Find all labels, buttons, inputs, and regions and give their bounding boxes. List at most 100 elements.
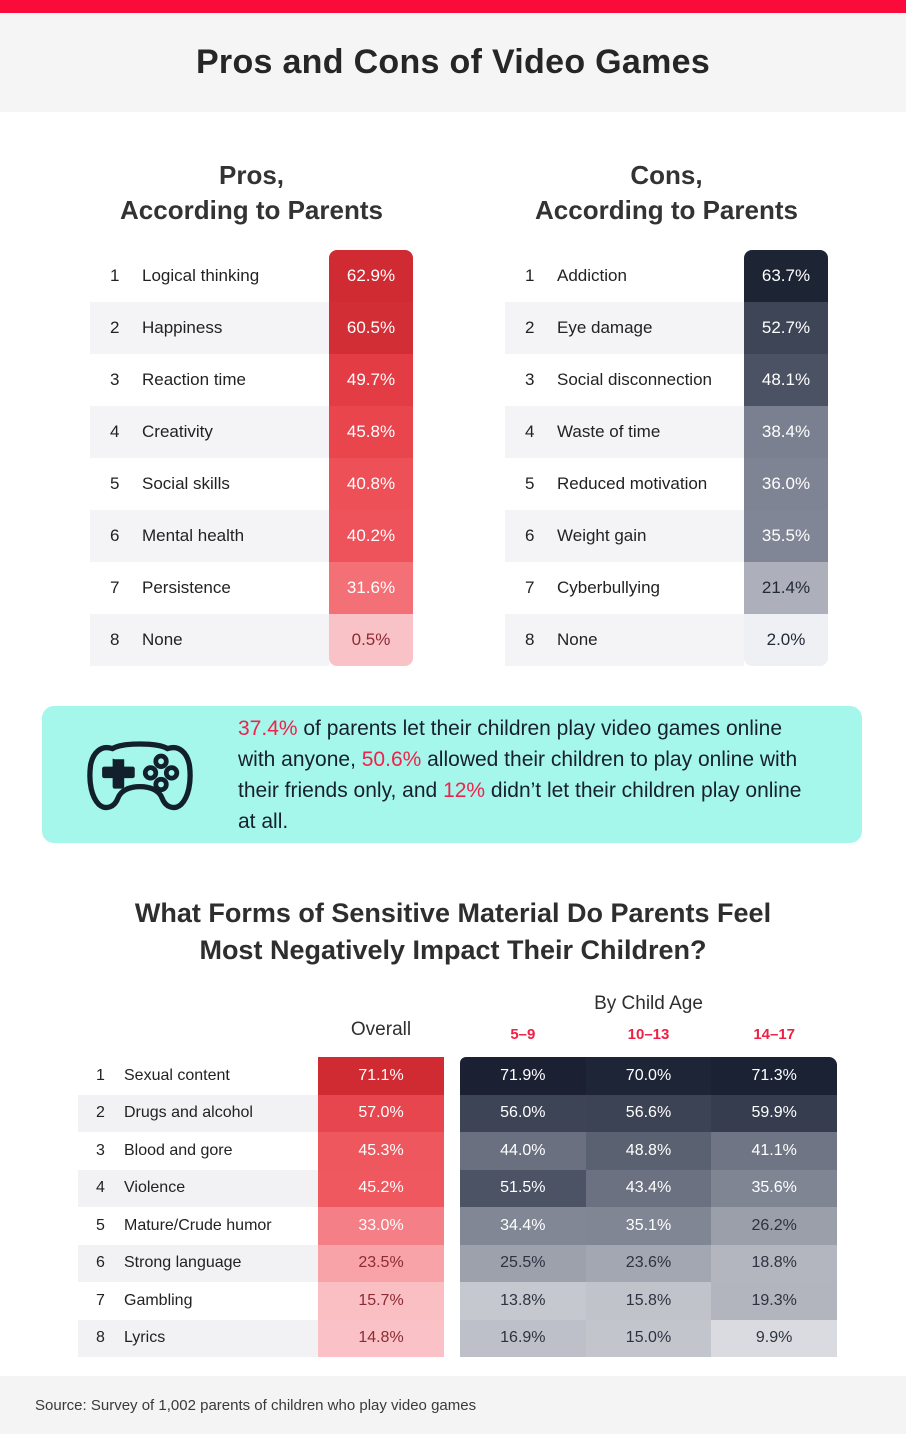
pros-table-title: Pros, According to Parents: [90, 158, 413, 228]
row-value: 63.7%: [744, 250, 828, 302]
row-value: 60.5%: [329, 302, 413, 354]
row-value: 2.0%: [744, 614, 828, 666]
row-label: Waste of time: [557, 422, 661, 441]
column-gap: [444, 1244, 460, 1282]
row-label-area: 7 Persistence: [90, 562, 329, 614]
row-label-area: 1 Logical thinking: [90, 250, 329, 302]
callout-text-segment: of parents let their children play video…: [238, 716, 782, 771]
table-row: 1 Sexual content 71.1% 71.9% 70.0% 71.3%: [78, 1057, 837, 1095]
row-label: Cyberbullying: [557, 578, 660, 597]
row-label-area: 5 Reduced motivation: [505, 458, 744, 510]
pros-table: Pros, According to Parents 1 Logical thin…: [90, 158, 413, 666]
highlighted-percentage: 12%: [443, 778, 486, 802]
row-label-area: 6 Mental health: [90, 510, 329, 562]
age-value-cell: 19.3%: [711, 1282, 837, 1320]
row-label: Social skills: [142, 474, 230, 493]
cons-table-title: Cons, According to Parents: [505, 158, 828, 228]
source-note: Source: Survey of 1,002 parents of child…: [35, 1396, 477, 1414]
callout-text-segment: didn’t let their children play online at…: [238, 778, 802, 833]
table-row: 1 Logical thinking 62.9%: [90, 250, 413, 302]
row-value: 21.4%: [744, 562, 828, 614]
age-value-cell: 56.0%: [460, 1094, 586, 1132]
overall-value-cell: 33.0%: [318, 1207, 444, 1245]
online-play-callout: 37.4% of parents let their children play…: [42, 706, 862, 843]
table-row: 2 Drugs and alcohol 57.0% 56.0% 56.6% 59.9%: [78, 1094, 837, 1132]
age-value-cell: 56.6%: [585, 1094, 712, 1132]
row-label: Reaction time: [142, 370, 246, 389]
column-gap: [444, 1057, 460, 1095]
pros-cons-tables: Pros, According to Parents 1 Logical thin…: [0, 112, 906, 666]
row-label-area: 1 Addiction: [505, 250, 744, 302]
table-row: 5 Social skills 40.8%: [90, 458, 413, 510]
column-gap: [444, 1319, 460, 1357]
overall-value-cell: 45.2%: [318, 1169, 444, 1207]
row-value: 40.2%: [329, 510, 413, 562]
sensitive-material-table: By Child Age Overall 5–9 10–13 14–17 1 Sexu…: [78, 993, 837, 1357]
age-value-cell: 15.8%: [585, 1282, 712, 1320]
row-value: 45.8%: [329, 406, 413, 458]
row-rank: 3: [525, 370, 535, 389]
age-group-label: 14–17: [753, 1026, 796, 1043]
column-gap: [444, 1207, 460, 1245]
row-label-area: 6 Strong language: [78, 1244, 318, 1282]
table-row: 5 Reduced motivation 36.0%: [505, 458, 828, 510]
row-label-area: 4 Waste of time: [505, 406, 744, 458]
cons-table: Cons, According to Parents 1 Addiction 63.…: [505, 158, 828, 666]
row-label-area: 2 Happiness: [90, 302, 329, 354]
row-label: Blood and gore: [124, 1141, 233, 1159]
table-row: 4 Creativity 45.8%: [90, 406, 413, 458]
row-rank: 6: [525, 526, 535, 545]
table-row: 7 Cyberbullying 21.4%: [505, 562, 828, 614]
row-rank: 3: [96, 1141, 105, 1159]
age-value-cell: 15.0%: [585, 1319, 712, 1357]
row-label-area: 2 Drugs and alcohol: [78, 1094, 318, 1132]
row-rank: 7: [525, 578, 535, 597]
row-label: Addiction: [557, 266, 627, 285]
row-rank: 2: [96, 1104, 105, 1122]
cons-rows: 1 Addiction 63.7% 2 Eye damage 52.7% 3 Social d…: [505, 250, 828, 666]
overall-value-cell: 15.7%: [318, 1282, 444, 1320]
sensitive-material-section-title: What Forms of Sensitive Material Do Pare…: [40, 895, 866, 969]
row-rank: 5: [525, 474, 535, 493]
row-rank: 3: [110, 370, 120, 389]
row-rank: 4: [110, 422, 120, 441]
by-child-age-header: By Child Age: [594, 993, 703, 1014]
row-rank: 2: [525, 318, 535, 337]
row-label: Sexual content: [124, 1066, 230, 1084]
age-group-label: 5–9: [510, 1026, 536, 1043]
row-label-area: 8 None: [505, 614, 744, 666]
age-value-cell: 51.5%: [460, 1169, 586, 1207]
row-label-area: 4 Violence: [78, 1169, 318, 1207]
overall-value-cell: 45.3%: [318, 1132, 444, 1170]
section-title-line1: What Forms of Sensitive Material Do Pare…: [134, 898, 772, 928]
age-value-cell: 23.6%: [585, 1244, 712, 1282]
column-gap: [444, 1169, 460, 1207]
table-row: 3 Reaction time 49.7%: [90, 354, 413, 406]
age-value-cell: 25.5%: [460, 1244, 586, 1282]
row-label: Persistence: [142, 578, 231, 597]
row-value: 36.0%: [744, 458, 828, 510]
age-value-cell: 44.0%: [460, 1132, 586, 1170]
age-value-cell: 34.4%: [460, 1207, 586, 1245]
row-rank: 1: [525, 266, 535, 285]
row-value: 48.1%: [744, 354, 828, 406]
row-label: Gambling: [124, 1291, 193, 1309]
age-value-cell: 48.8%: [585, 1132, 712, 1170]
table-row: 6 Strong language 23.5% 25.5% 23.6% 18.8%: [78, 1244, 837, 1282]
row-label-area: 8 None: [90, 614, 329, 666]
table-row: 3 Blood and gore 45.3% 44.0% 48.8% 41.1%: [78, 1132, 837, 1170]
pros-rows: 1 Logical thinking 62.9% 2 Happiness 60.5% 3 Re…: [90, 250, 413, 666]
row-label: Weight gain: [557, 526, 647, 545]
row-label-area: 8 Lyrics: [78, 1319, 318, 1357]
row-rank: 7: [110, 578, 120, 597]
callout-text-segment: allowed their children to play online wi…: [238, 747, 798, 802]
pros-title-line1: Pros,: [218, 160, 285, 190]
page-title: Pros and Cons of Video Games: [195, 43, 711, 81]
age-value-cell: 41.1%: [711, 1132, 837, 1170]
age-group-labels: 5–9 10–13 14–17: [460, 1026, 837, 1043]
age-value-cell: 16.9%: [460, 1319, 586, 1357]
row-label-area: 3 Social disconnection: [505, 354, 744, 406]
top-accent-bar: [0, 0, 906, 13]
row-value: 49.7%: [329, 354, 413, 406]
row-label-area: 1 Sexual content: [78, 1057, 318, 1095]
